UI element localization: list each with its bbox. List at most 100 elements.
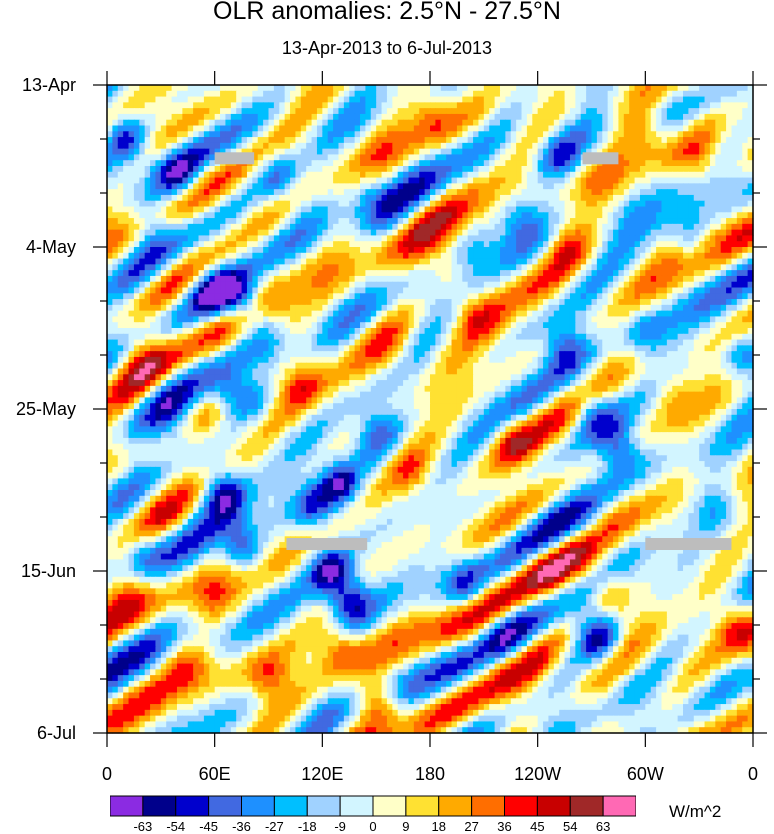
heatmap-cell	[731, 316, 738, 323]
heatmap-cell	[360, 258, 366, 265]
heatmap-cell	[338, 304, 345, 312]
heatmap-cell	[150, 125, 157, 132]
heatmap-cell	[236, 275, 243, 283]
heatmap-cell	[456, 102, 463, 109]
heatmap-cell	[499, 119, 506, 127]
heatmap-cell	[688, 90, 695, 98]
heatmap-cell	[709, 223, 716, 231]
heatmap-cell	[499, 148, 506, 156]
heatmap-cell	[220, 189, 227, 196]
heatmap-cell	[580, 275, 587, 283]
heatmap-cell	[171, 252, 178, 260]
heatmap-cell	[430, 281, 436, 289]
heatmap-cell	[311, 287, 318, 294]
heatmap-cell	[618, 171, 625, 179]
heatmap-cell	[699, 293, 706, 300]
heatmap-cell	[413, 235, 420, 242]
heatmap-cell	[155, 131, 162, 138]
heatmap-cell	[446, 119, 453, 127]
heatmap-cell	[327, 108, 334, 115]
heatmap-cell	[290, 177, 297, 184]
heatmap-cell	[424, 102, 431, 109]
heatmap-cell	[672, 206, 679, 213]
heatmap-cell	[354, 281, 361, 289]
heatmap-cell	[564, 177, 571, 184]
heatmap-cell	[720, 85, 727, 92]
heatmap-cell	[300, 281, 307, 289]
heatmap-cell	[742, 206, 749, 213]
heatmap-cell	[343, 96, 350, 103]
heatmap-cell	[516, 310, 523, 318]
heatmap-cell	[510, 113, 517, 121]
heatmap-cell	[623, 96, 630, 103]
heatmap-cell	[516, 247, 523, 254]
heatmap-cell	[467, 131, 474, 138]
heatmap-cell	[403, 189, 410, 196]
heatmap-cell	[731, 194, 738, 202]
heatmap-cell	[370, 322, 377, 329]
heatmap-cell	[209, 137, 216, 144]
heatmap-cell	[430, 270, 436, 277]
heatmap-cell	[666, 275, 673, 283]
heatmap-cell	[349, 183, 356, 190]
heatmap-cell	[553, 194, 560, 202]
heatmap-cell	[107, 241, 113, 248]
heatmap-cell	[446, 241, 453, 248]
heatmap-cell	[731, 142, 738, 150]
heatmap-cell	[386, 241, 393, 248]
heatmap-cell	[214, 108, 221, 115]
heatmap-cell	[693, 102, 700, 109]
heatmap-cell	[742, 102, 749, 109]
heatmap-cell	[435, 270, 442, 277]
heatmap-cell	[284, 200, 291, 208]
heatmap-cell	[726, 113, 733, 121]
heatmap-cell	[397, 212, 404, 219]
heatmap-cell	[381, 218, 388, 225]
heatmap-cell	[645, 200, 652, 208]
heatmap-cell	[456, 247, 463, 254]
heatmap-cell	[279, 85, 286, 92]
heatmap-cell	[715, 102, 722, 109]
heatmap-cell	[462, 108, 469, 115]
heatmap-cell	[451, 235, 458, 242]
heatmap-cell	[726, 131, 733, 138]
heatmap-cell	[263, 85, 270, 92]
heatmap-cell	[510, 142, 517, 150]
heatmap-cell	[133, 299, 140, 306]
heatmap-cell	[645, 119, 652, 127]
heatmap-cell	[661, 264, 668, 271]
heatmap-cell	[155, 270, 162, 277]
heatmap-cell	[747, 177, 754, 184]
heatmap-cell	[720, 200, 727, 208]
heatmap-cell	[569, 223, 576, 231]
heatmap-cell	[128, 304, 135, 312]
heatmap-cell	[629, 264, 636, 271]
heatmap-cell	[386, 206, 393, 213]
heatmap-cell	[575, 85, 582, 92]
heatmap-cell	[526, 154, 533, 161]
heatmap-cell	[397, 223, 404, 231]
heatmap-cell	[430, 299, 436, 306]
heatmap-cell	[645, 212, 652, 219]
heatmap-cell	[446, 183, 453, 190]
heatmap-cell	[451, 212, 458, 219]
heatmap-cell	[693, 113, 700, 121]
heatmap-cell	[580, 299, 587, 306]
heatmap-cell	[742, 275, 749, 283]
heatmap-cell	[720, 206, 727, 213]
heatmap-cell	[236, 281, 243, 289]
heatmap-cell	[564, 310, 571, 318]
heatmap-cell	[629, 235, 636, 242]
heatmap-cell	[241, 212, 248, 219]
heatmap-cell	[333, 96, 340, 103]
heatmap-cell	[182, 90, 189, 98]
heatmap-cell	[704, 316, 711, 323]
heatmap-cell	[440, 310, 447, 318]
heatmap-cell	[548, 96, 555, 103]
heatmap-cell	[543, 142, 550, 150]
heatmap-cell	[731, 287, 738, 294]
heatmap-cell	[290, 160, 297, 167]
heatmap-cell	[666, 270, 673, 277]
heatmap-cell	[645, 229, 652, 237]
heatmap-cell	[564, 287, 571, 294]
